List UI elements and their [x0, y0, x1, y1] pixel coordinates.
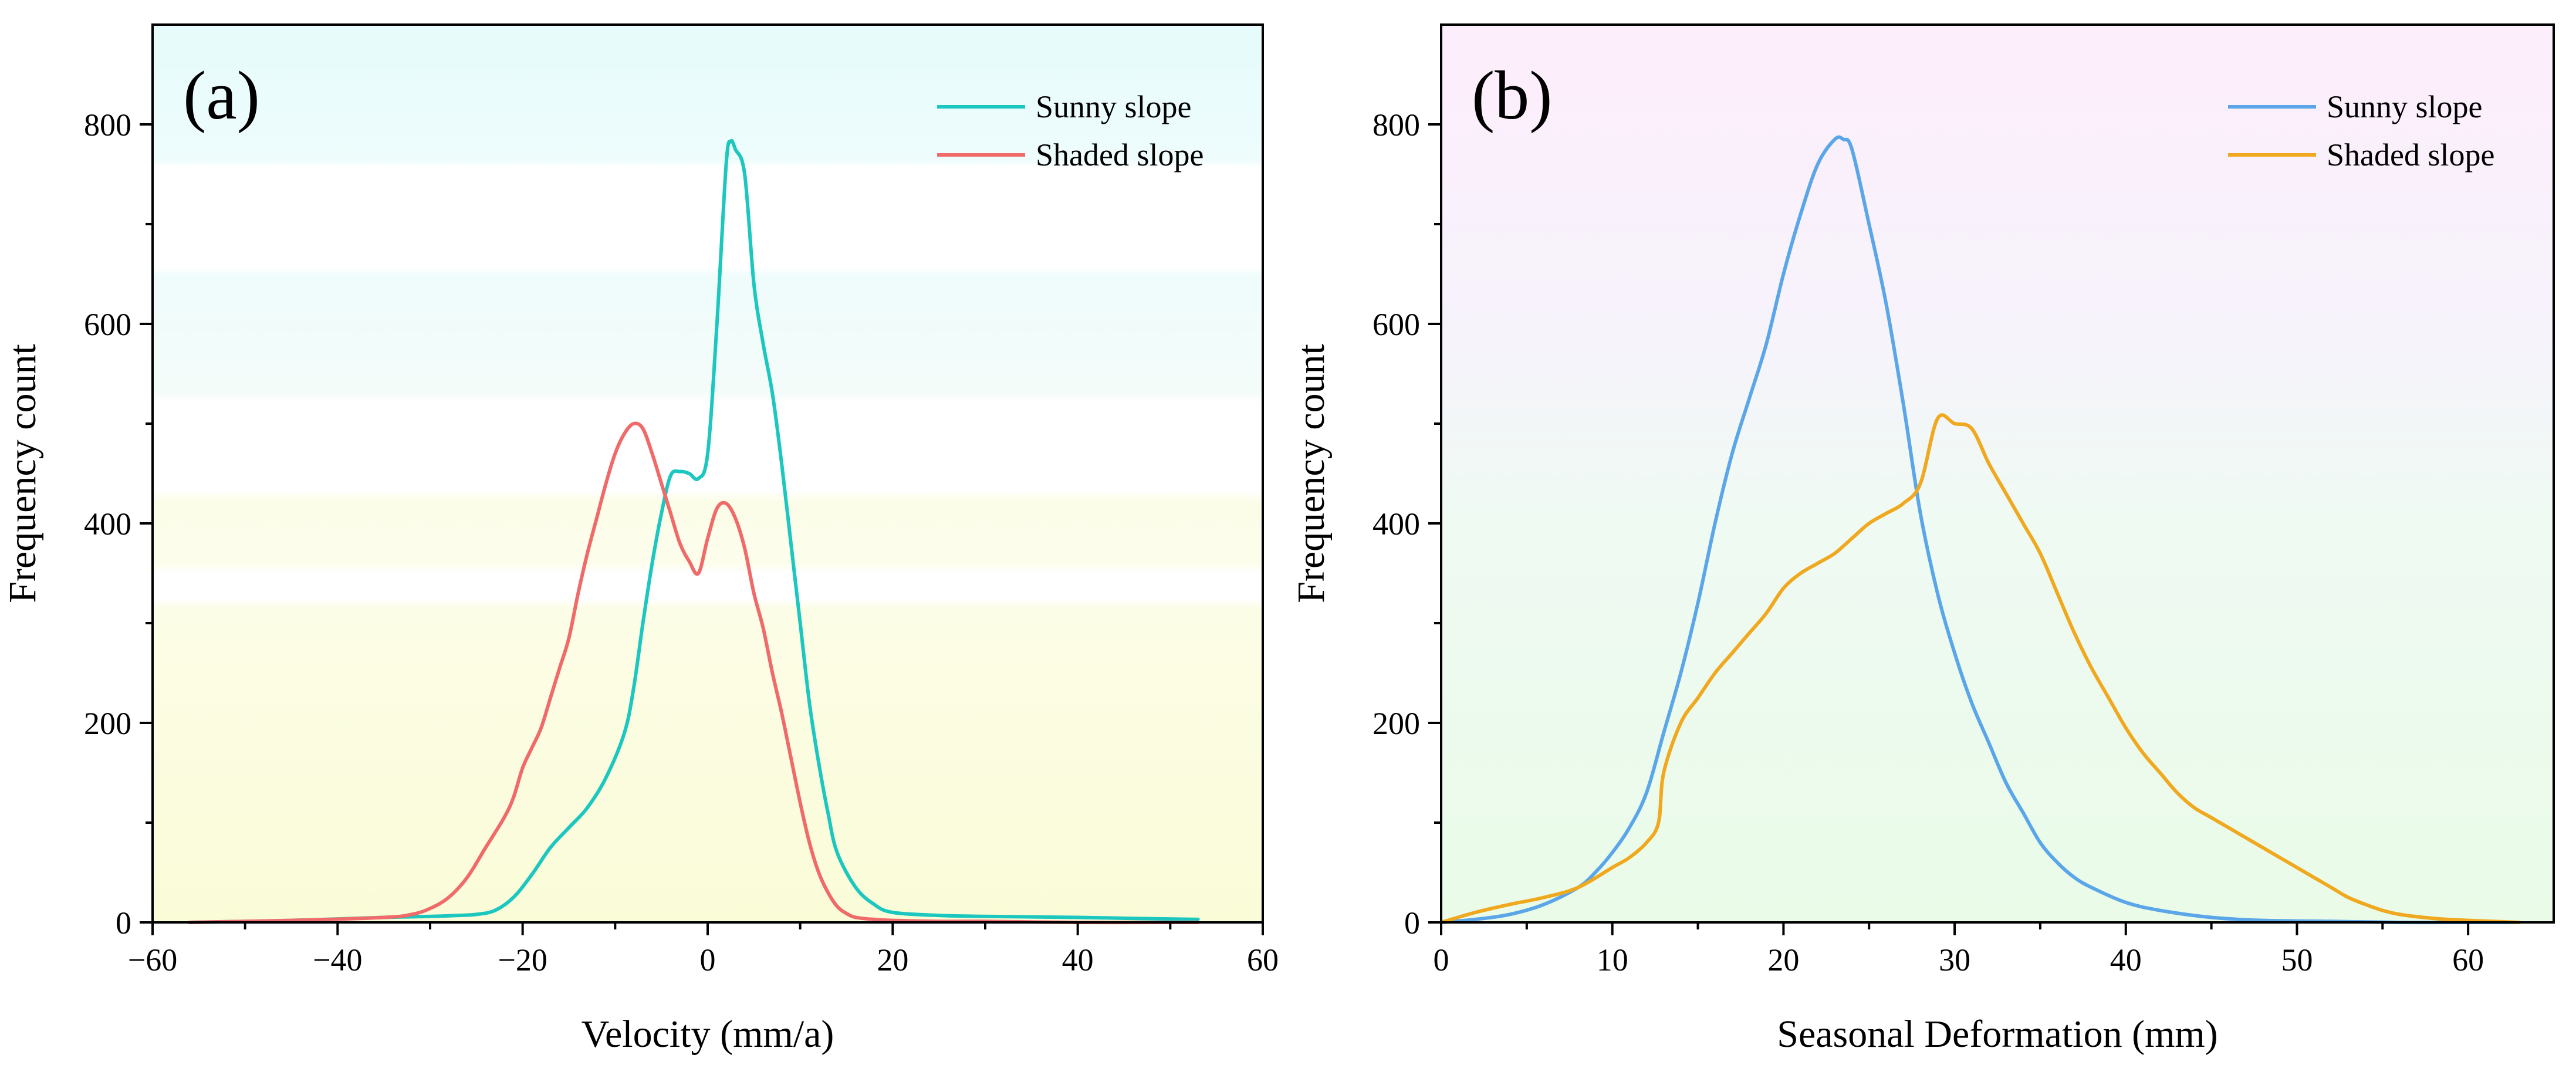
- x-tick-label: 40: [2110, 942, 2142, 978]
- x-tick-label: 30: [1939, 942, 1970, 978]
- y-tick-label: 200: [84, 706, 131, 741]
- panel-label: (a): [183, 57, 260, 134]
- x-tick-label: 50: [2281, 942, 2313, 978]
- y-tick-label: 200: [1372, 706, 1420, 741]
- series-lines: [1439, 135, 2521, 925]
- x-axis: −60 −40 −20 0 20 40 60: [128, 922, 1279, 978]
- y-axis-title: Frequency count: [1290, 344, 1333, 603]
- x-tick-label: 0: [700, 942, 716, 978]
- series-line-shaded-slope: [188, 421, 1200, 925]
- x-tick-label: 0: [1434, 942, 1449, 978]
- y-tick-label: 400: [1372, 506, 1420, 542]
- x-tick-label: 60: [1247, 942, 1279, 978]
- series-line-sunny-slope: [188, 138, 1200, 924]
- x-tick-label: −40: [313, 942, 362, 978]
- x-tick-label: −20: [498, 942, 547, 978]
- plot-background: [1441, 25, 2554, 922]
- x-axis-title: Velocity (mm/a): [582, 1013, 834, 1056]
- y-axis: 0 200 400 600 800: [84, 107, 153, 941]
- series-lines: [188, 138, 1200, 925]
- series-line-sunny-slope: [1439, 135, 2521, 925]
- x-tick-label: 60: [2452, 942, 2484, 978]
- y-tick-label: 800: [84, 107, 131, 143]
- legend-label: Shaded slope: [1036, 137, 1204, 173]
- x-tick-label: 20: [877, 942, 908, 978]
- legend: Sunny slope Shaded slope: [937, 89, 1204, 173]
- panel-label: (b): [1472, 57, 1553, 134]
- plot-frame: [1440, 23, 2555, 924]
- legend-label: Sunny slope: [1036, 89, 1192, 124]
- y-tick-label: 600: [1372, 307, 1420, 342]
- series-line-shaded-slope: [1439, 413, 2521, 924]
- y-tick-label: 800: [1372, 107, 1420, 143]
- x-tick-label: 10: [1597, 942, 1628, 978]
- y-axis-title: Frequency count: [1, 344, 44, 603]
- legend: Sunny slope Shaded slope: [2228, 89, 2494, 173]
- y-tick-label: 600: [84, 307, 131, 342]
- legend-label: Sunny slope: [2327, 89, 2483, 124]
- y-tick-label: 0: [116, 905, 131, 941]
- y-tick-label: 400: [84, 506, 131, 542]
- x-axis: 0 10 20 30 40 50 60: [1434, 922, 2484, 978]
- x-tick-label: 40: [1062, 942, 1094, 978]
- x-axis-title: Seasonal Deformation (mm): [1777, 1013, 2217, 1056]
- y-axis: 0 200 400 600 800: [1372, 107, 1441, 941]
- y-tick-label: 0: [1404, 905, 1420, 941]
- legend-label: Shaded slope: [2327, 137, 2494, 173]
- x-tick-label: 20: [1767, 942, 1799, 978]
- plot-background: [153, 25, 1263, 922]
- x-tick-label: −60: [128, 942, 177, 978]
